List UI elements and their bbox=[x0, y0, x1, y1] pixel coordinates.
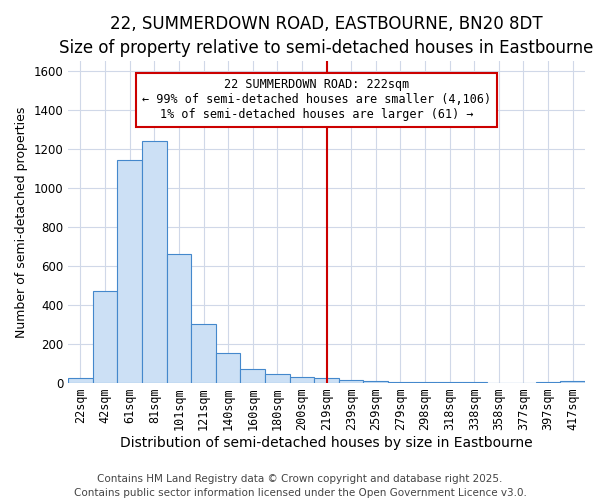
Bar bbox=[388, 382, 413, 383]
Bar bbox=[290, 377, 314, 383]
Bar bbox=[339, 380, 364, 383]
Bar bbox=[118, 160, 142, 383]
Bar bbox=[68, 378, 93, 383]
Y-axis label: Number of semi-detached properties: Number of semi-detached properties bbox=[15, 106, 28, 338]
Bar bbox=[314, 378, 339, 383]
Bar bbox=[167, 254, 191, 383]
Bar bbox=[265, 374, 290, 383]
Bar bbox=[142, 141, 167, 383]
Bar bbox=[560, 382, 585, 383]
Bar bbox=[364, 382, 388, 383]
Text: Contains HM Land Registry data © Crown copyright and database right 2025.
Contai: Contains HM Land Registry data © Crown c… bbox=[74, 474, 526, 498]
Bar bbox=[413, 382, 437, 383]
Bar bbox=[93, 291, 118, 383]
Bar bbox=[241, 369, 265, 383]
Bar bbox=[216, 352, 241, 383]
X-axis label: Distribution of semi-detached houses by size in Eastbourne: Distribution of semi-detached houses by … bbox=[120, 436, 533, 450]
Bar bbox=[191, 324, 216, 383]
Text: 22 SUMMERDOWN ROAD: 222sqm
← 99% of semi-detached houses are smaller (4,106)
1% : 22 SUMMERDOWN ROAD: 222sqm ← 99% of semi… bbox=[142, 78, 491, 122]
Title: 22, SUMMERDOWN ROAD, EASTBOURNE, BN20 8DT
Size of property relative to semi-deta: 22, SUMMERDOWN ROAD, EASTBOURNE, BN20 8D… bbox=[59, 15, 594, 56]
